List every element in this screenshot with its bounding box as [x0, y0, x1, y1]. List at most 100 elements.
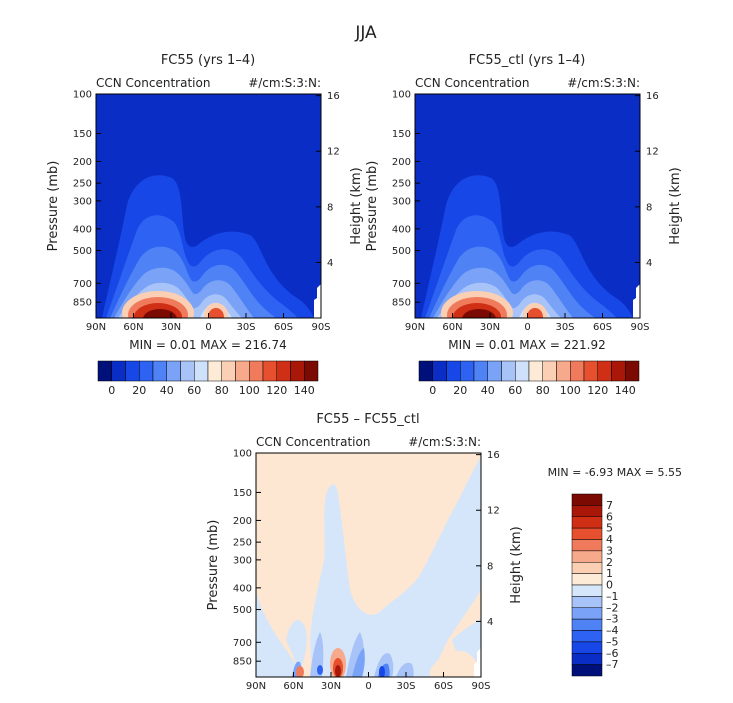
x-tick-label: 60S: [434, 681, 453, 692]
colorbar-label: 0: [606, 579, 613, 592]
colorbar-label: –2: [606, 601, 619, 614]
y-tick-label: 300: [73, 196, 92, 207]
colorbar-label: 20: [132, 384, 146, 397]
y2-tick-label: 8: [646, 202, 652, 213]
colorbar-label: –6: [606, 647, 619, 660]
x-tick-label: 30N: [161, 322, 181, 333]
panel-difference: FC55 – FC55_ctl CCN Concentration #/cm:S…: [206, 412, 682, 692]
y2-axis-label: Height (km): [509, 526, 524, 603]
y2-axis-label: Height (km): [349, 167, 364, 244]
x-tick-label: 0: [205, 322, 211, 333]
y-tick-label: 700: [233, 638, 252, 649]
colorbar-swatch: [515, 360, 530, 382]
colorbar-swatch: [180, 360, 195, 382]
plume-peak-4: [462, 309, 496, 318]
orography-mask: [633, 284, 640, 318]
y-tick-label: 150: [233, 488, 252, 499]
colorbar-label: 40: [481, 384, 495, 397]
colorbar-label: 140: [294, 384, 315, 397]
axis-ticks: 90N 60N 30N 0 30S 60S 90S 100 150 200 250 300 400 500…: [392, 90, 659, 334]
colorbar-swatch: [571, 664, 603, 677]
colorbar-swatch: [571, 584, 603, 597]
y2-tick-label: 8: [327, 202, 333, 213]
colorbar-swatch: [571, 550, 603, 563]
panel-title: FC55 – FC55_ctl: [316, 412, 419, 427]
colorbar-swatch: [152, 360, 167, 382]
y-tick-label: 500: [392, 246, 411, 257]
colorbar-swatch: [571, 539, 603, 552]
colorbar: 0 20 40 60 80 100 120 140: [418, 360, 640, 397]
y-tick-label: 200: [392, 157, 411, 168]
y-tick-label: 200: [233, 516, 252, 527]
x-tick-label: 90S: [630, 322, 649, 333]
anomaly-4: [296, 666, 304, 677]
colorbar-swatch: [290, 360, 305, 382]
y-tick-label: 400: [392, 224, 411, 235]
y2-tick-label: 4: [327, 258, 333, 269]
y-tick-label: 400: [73, 224, 92, 235]
colorbar-label: 100: [560, 384, 581, 397]
plot-area: [415, 94, 640, 318]
colorbar-swatch: [571, 618, 603, 631]
colorbar-swatch: [304, 360, 319, 382]
y-tick-label: 300: [392, 196, 411, 207]
colorbar-swatch: [125, 360, 140, 382]
colorbar-label: 120: [587, 384, 608, 397]
x-tick-label: 30S: [236, 322, 255, 333]
panel-stats: MIN = 0.01 MAX = 221.92: [448, 338, 606, 352]
y2-tick-label: 16: [646, 91, 659, 102]
plume-peak-4: [143, 309, 177, 318]
colorbar-label: 140: [615, 384, 636, 397]
colorbar-swatch: [97, 360, 112, 382]
colorbar-swatch: [571, 596, 603, 608]
negative-region-main: [310, 456, 481, 677]
colorbar: 0 20 40 60 80 100 120 140: [97, 360, 319, 397]
y-axis-label: Pressure (mb): [46, 161, 61, 252]
x-tick-label: 0: [365, 681, 371, 692]
negative-region-mid: [286, 619, 307, 672]
x-tick-label: 30S: [555, 322, 574, 333]
colorbar-swatch: [139, 360, 154, 382]
colorbar-label: 0: [429, 384, 436, 397]
axis-ticks: 90N 60N 30N 0 30S 60S 90S 100 150 200 250 300 400 500…: [233, 449, 500, 693]
colorbar-swatch: [571, 493, 603, 506]
tongue-dark-6: [396, 662, 414, 677]
colorbar-swatch: [571, 653, 603, 665]
colorbar-swatch: [571, 641, 603, 654]
colorbar-swatch: [571, 607, 603, 620]
y2-tick-label: 16: [327, 91, 340, 102]
y2-axis-label: Height (km): [668, 167, 683, 244]
x-tick-label: 90N: [246, 681, 266, 692]
y-tick-label: 850: [233, 657, 252, 668]
colorbar-swatch: [418, 360, 433, 382]
x-tick-label: 90N: [86, 322, 106, 333]
plume-peak-6: [527, 308, 543, 318]
colorbar-label: 80: [536, 384, 550, 397]
colorbar-swatch: [221, 360, 236, 382]
x-tick-label: 60N: [283, 681, 303, 692]
colorbar-label: –7: [606, 658, 619, 671]
colorbar-swatch: [611, 360, 626, 382]
y-tick-label: 400: [233, 583, 252, 594]
season-title: JJA: [354, 23, 377, 43]
colorbar-label: –4: [606, 624, 619, 637]
anomaly-5: [379, 666, 385, 677]
panel-fc55-ctl: FC55_ctl (yrs 1–4) CCN Concentration #/c…: [365, 53, 683, 397]
colorbar-label: 20: [453, 384, 467, 397]
x-tick-label: 30N: [321, 681, 341, 692]
colorbar-label: 1: [606, 567, 613, 580]
panel-left-label: CCN Concentration: [96, 76, 210, 90]
y2-tick-label: 12: [487, 506, 500, 517]
x-tick-label: 90S: [311, 322, 330, 333]
colorbar-swatch: [571, 562, 603, 574]
y2-tick-label: 4: [646, 258, 652, 269]
axis-ticks: 90N 60N 30N 0 30S 60S 90S 100 150 200 250 300 400 500…: [73, 90, 340, 334]
orography-mask: [314, 284, 321, 318]
colorbar-swatch: [166, 360, 181, 382]
colorbar-label: 120: [266, 384, 287, 397]
x-tick-label: 60N: [442, 322, 462, 333]
colorbar-label: 7: [606, 499, 613, 512]
colorbar-label: –3: [606, 613, 619, 626]
colorbar-swatch: [571, 516, 603, 529]
